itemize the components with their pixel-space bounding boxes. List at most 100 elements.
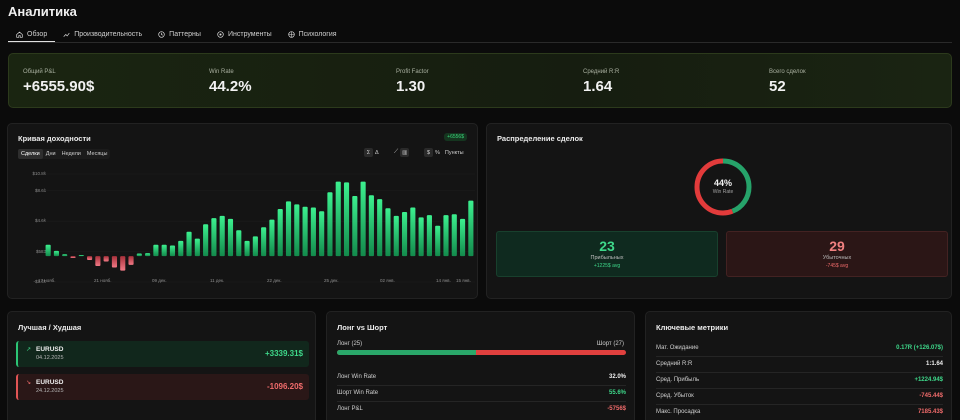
equity-bar[interactable]: [401, 212, 408, 257]
tab-psychology[interactable]: Психология: [280, 27, 345, 42]
equity-bar[interactable]: [426, 215, 432, 257]
stat-label: Всего сделок: [769, 69, 806, 75]
equity-bar[interactable]: [443, 215, 449, 257]
equity-bar[interactable]: [252, 236, 258, 257]
stat-total-pnl: Общий P&L +6555.90$: [23, 69, 94, 95]
equity-bar[interactable]: [178, 240, 184, 257]
equity-bar[interactable]: [194, 238, 200, 257]
equity-bar[interactable]: [285, 201, 292, 257]
points-label: Пункты: [444, 149, 464, 156]
equity-bar[interactable]: [111, 256, 118, 268]
equity-bar[interactable]: [169, 245, 176, 257]
equity-bar[interactable]: [377, 199, 383, 257]
equity-bar[interactable]: [385, 208, 391, 257]
key-metrics-card: Ключевые метрики Мат. Ожидание 0.17R (+1…: [645, 311, 952, 420]
equity-bar[interactable]: [227, 218, 234, 257]
equity-bar[interactable]: [335, 181, 341, 257]
equity-bar[interactable]: [136, 253, 142, 257]
row-label: Шорт Win Rate: [337, 390, 379, 396]
equity-bar[interactable]: [53, 250, 59, 257]
metric-label: Средний R:R: [656, 361, 693, 367]
best-trade[interactable]: ↗ EURUSD 04.12.2025 +3339.31$: [16, 341, 309, 367]
tab-instruments[interactable]: Инструменты: [209, 27, 280, 42]
equity-bar[interactable]: [211, 218, 217, 257]
equity-bar[interactable]: [468, 200, 474, 257]
wins-avg: +1225$ avg: [593, 263, 621, 269]
equity-bar[interactable]: [95, 256, 101, 267]
equity-bar[interactable]: [62, 254, 68, 257]
stat-label: Общий P&L: [23, 69, 56, 75]
percent-label: %: [435, 149, 440, 156]
bar-chart-icon: ▥: [400, 148, 410, 157]
stat-total-trades: Всего сделок 52: [769, 69, 806, 95]
equity-bar[interactable]: [236, 230, 242, 257]
equity-bar[interactable]: [219, 215, 225, 257]
x-tick-label: 17 нояб.: [38, 278, 56, 283]
unit-toggle[interactable]: $ % Пункты: [424, 148, 464, 157]
chart-type-toggle[interactable]: ⟋ ▥: [394, 148, 410, 157]
metric-value: 1:1.64: [925, 361, 943, 367]
equity-bar[interactable]: [203, 224, 209, 257]
equity-bar[interactable]: [45, 244, 51, 257]
metric-row-avg-rr: Средний R:R 1:1.64: [656, 361, 943, 367]
equity-bar[interactable]: [393, 215, 399, 257]
losses-count: 29: [829, 238, 845, 254]
win-rate-value: 44%: [713, 178, 732, 188]
period-days[interactable]: Дни: [45, 151, 56, 157]
equity-bar[interactable]: [145, 253, 151, 257]
divider: [656, 356, 943, 357]
equity-bar[interactable]: [128, 256, 134, 265]
clock-icon: [158, 31, 165, 38]
trend-up-icon: ↗: [26, 347, 32, 353]
equity-bar[interactable]: [70, 256, 76, 259]
y-tick-label: $10.8k: [32, 171, 46, 176]
row-label: Лонг Win Rate: [337, 374, 377, 380]
equity-bar[interactable]: [186, 231, 192, 257]
equity-bar[interactable]: [103, 256, 109, 262]
equity-bar[interactable]: [451, 214, 457, 257]
equity-bar[interactable]: [343, 182, 350, 257]
equity-bar[interactable]: [360, 181, 366, 257]
tab-performance[interactable]: Производительность: [55, 27, 150, 42]
stat-value: +6555.90$: [23, 78, 95, 95]
long-pnl-row: Лонг P&L -5756$: [337, 406, 626, 412]
equity-bar[interactable]: [368, 195, 374, 257]
equity-bar[interactable]: [319, 211, 325, 257]
stat-avg-rr: Средний R:R 1.64: [583, 69, 619, 95]
metric-row-max-drawdown: Макс. Просадка 7185.43$: [656, 409, 943, 415]
equity-bar[interactable]: [153, 244, 159, 257]
line-chart-icon: ⟋: [394, 149, 399, 155]
tab-overview[interactable]: Обзор: [8, 27, 56, 42]
equity-bar[interactable]: [302, 206, 308, 257]
period-months[interactable]: Месяцы: [86, 151, 108, 157]
equity-bar[interactable]: [410, 207, 416, 257]
row-value: 32.0%: [608, 374, 626, 380]
metric-value: -745.44$: [919, 393, 943, 399]
divider: [337, 401, 626, 402]
equity-bar[interactable]: [310, 207, 316, 257]
equity-bar[interactable]: [352, 196, 358, 257]
equity-bar[interactable]: [277, 208, 283, 257]
equity-bar[interactable]: [244, 240, 250, 257]
cumulative-toggle[interactable]: Σ Δ: [364, 148, 379, 157]
equity-bar[interactable]: [161, 244, 167, 257]
equity-bar[interactable]: [460, 218, 466, 257]
equity-bar[interactable]: [435, 225, 441, 257]
period-weeks[interactable]: Недели: [61, 151, 81, 157]
equity-bar[interactable]: [87, 256, 93, 260]
equity-bar[interactable]: [261, 227, 267, 257]
metric-label: Сред. Прибыль: [656, 377, 700, 383]
equity-bar[interactable]: [269, 219, 275, 257]
equity-bar[interactable]: [78, 255, 84, 257]
key-metrics-title: Ключевые метрики: [656, 323, 729, 332]
losses-box: 29 Убыточных -745$ avg: [726, 231, 948, 277]
equity-bar[interactable]: [418, 217, 424, 257]
long-short-title: Лонг vs Шорт: [337, 323, 388, 332]
equity-bar[interactable]: [294, 204, 300, 257]
worst-trade[interactable]: ↘ EURUSD 24.12.2025 -1096.20$: [16, 374, 309, 400]
period-trades[interactable]: Сделки: [18, 149, 43, 159]
equity-bar[interactable]: [327, 192, 333, 257]
equity-bar[interactable]: [120, 256, 126, 271]
tab-label: Паттерны: [169, 31, 201, 38]
tab-patterns[interactable]: Паттерны: [150, 27, 209, 42]
